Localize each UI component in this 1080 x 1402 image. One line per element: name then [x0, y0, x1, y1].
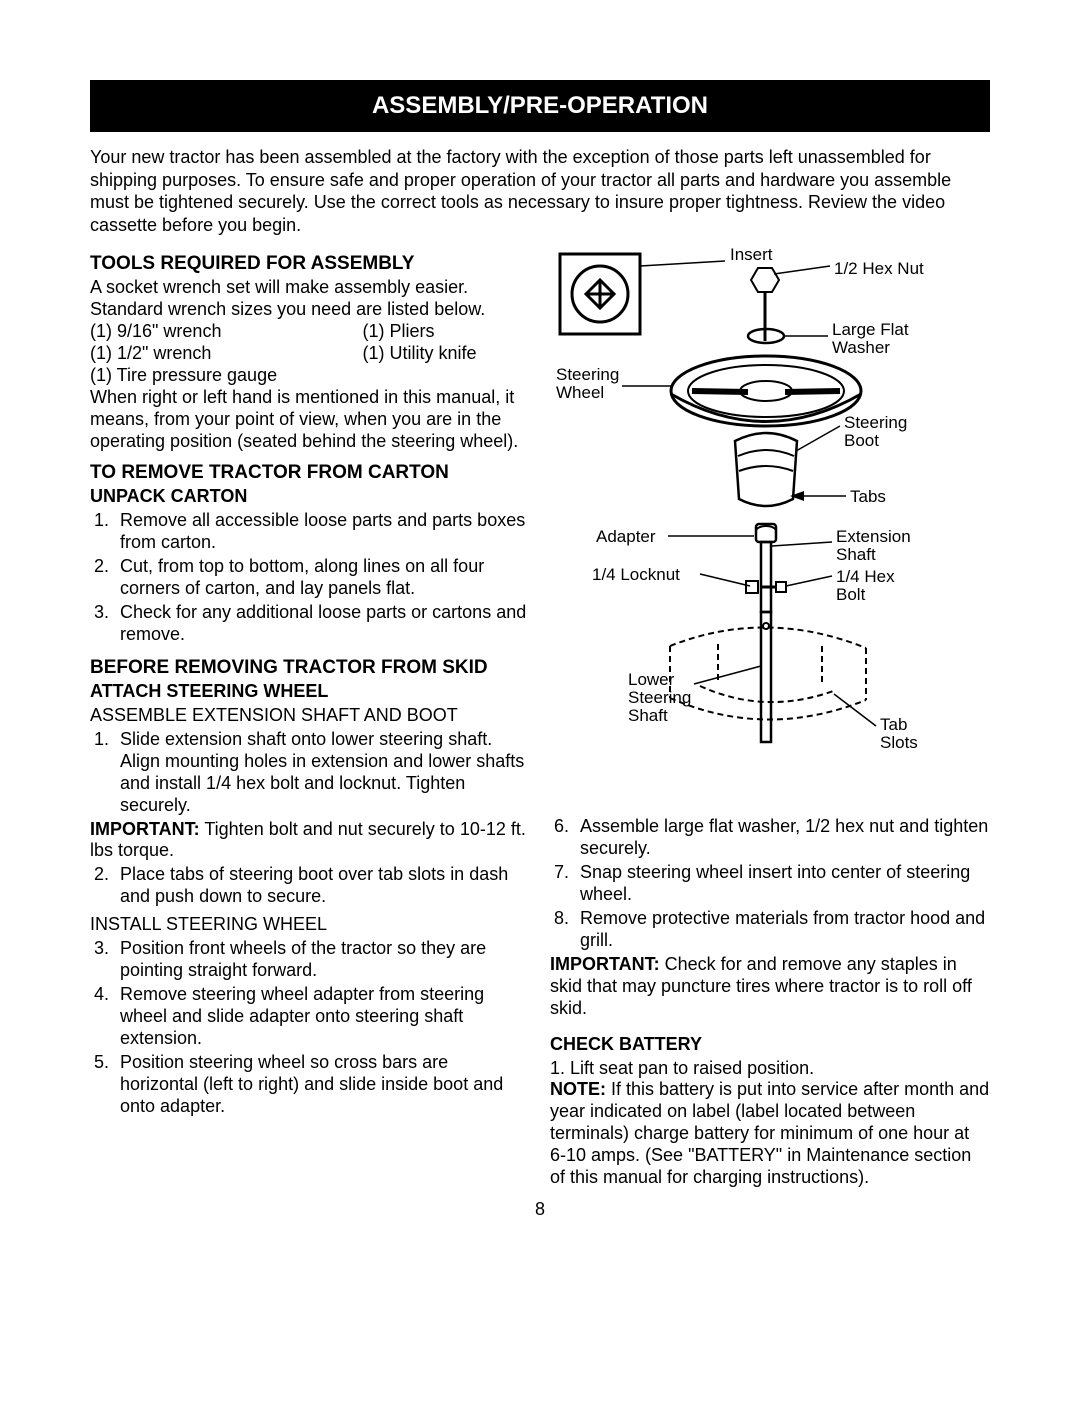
list-item: Snap steering wheel insert into center o… [574, 862, 990, 906]
important-note-1: IMPORTANT: Tighten bolt and nut securely… [90, 819, 530, 863]
diagram-label-lower-shaft: Lower Steering Shaft [628, 671, 691, 725]
page-number: 8 [90, 1199, 990, 1220]
list-item: Remove protective materials from tractor… [574, 908, 990, 952]
ext-steps-1: Slide extension shaft onto lower steerin… [90, 729, 530, 817]
list-item: Remove all accessible loose parts and pa… [114, 510, 530, 554]
ext-steps-2: Place tabs of steering boot over tab slo… [90, 864, 530, 908]
list-item: Cut, from top to bottom, along lines on … [114, 556, 530, 600]
steering-assembly-diagram: Insert 1/2 Hex Nut Large Flat Washer Ste… [550, 246, 990, 806]
note-text: If this battery is put into service afte… [550, 1079, 989, 1187]
diagram-label-steering-boot: Steering Boot [844, 414, 907, 450]
diagram-label-insert: Insert [730, 246, 773, 264]
diagram-label-hex-bolt: 1/4 Hex Bolt [836, 568, 895, 604]
install-steps-cont: Assemble large flat washer, 1/2 hex nut … [550, 816, 990, 952]
diagram-label-adapter: Adapter [596, 528, 656, 546]
install-steps: Position front wheels of the tractor so … [90, 938, 530, 1118]
before-heading: BEFORE REMOVING TRACTOR FROM SKID [90, 656, 530, 679]
important-label: IMPORTANT: [90, 819, 200, 839]
list-item: Remove steering wheel adapter from steer… [114, 984, 530, 1050]
unpack-steps: Remove all accessible loose parts and pa… [90, 510, 530, 646]
hand-note: When right or left hand is mentioned in … [90, 387, 530, 453]
diagram-label-tab-slots: Tab Slots [880, 716, 918, 752]
list-item: Place tabs of steering boot over tab slo… [114, 864, 530, 908]
remove-heading: TO REMOVE TRACTOR FROM CARTON [90, 461, 530, 484]
intro-paragraph: Your new tractor has been assembled at t… [90, 146, 990, 236]
tools-heading: TOOLS REQUIRED FOR ASSEMBLY [90, 252, 530, 275]
tools-intro: A socket wrench set will make assembly e… [90, 277, 530, 321]
tool-item: (1) Pliers [363, 321, 530, 343]
tools-list: (1) 9/16" wrench (1) Pliers (1) 1/2" wre… [90, 321, 530, 387]
check-battery-heading: CHECK BATTERY [550, 1034, 990, 1056]
section-title: ASSEMBLY/PRE-OPERATION [90, 80, 990, 132]
attach-heading: ATTACH STEERING WHEEL [90, 681, 530, 703]
ext-label: ASSEMBLE EXTENSION SHAFT AND BOOT [90, 705, 530, 727]
manual-page: ASSEMBLY/PRE-OPERATION Your new tractor … [0, 0, 1080, 1260]
diagram-label-tabs: Tabs [850, 488, 886, 506]
list-item: Assemble large flat washer, 1/2 hex nut … [574, 816, 990, 860]
important-label: IMPORTANT: [550, 954, 660, 974]
diagram-label-steering-wheel: Steering Wheel [556, 366, 619, 402]
battery-step: 1. Lift seat pan to raised position. [550, 1058, 990, 1080]
diagram-label-washer: Large Flat Washer [832, 321, 909, 357]
unpack-heading: UNPACK CARTON [90, 486, 530, 508]
tool-item: (1) Tire pressure gauge [90, 365, 331, 387]
battery-note: NOTE: If this battery is put into servic… [550, 1079, 990, 1189]
diagram-svg [550, 246, 990, 806]
diagram-label-locknut: 1/4 Locknut [592, 566, 680, 584]
diagram-label-hex-nut: 1/2 Hex Nut [834, 260, 924, 278]
content-columns: TOOLS REQUIRED FOR ASSEMBLY A socket wre… [90, 246, 990, 1189]
list-item: Slide extension shaft onto lower steerin… [114, 729, 530, 817]
tool-item: (1) 9/16" wrench [90, 321, 331, 343]
tool-item: (1) Utility knife [363, 343, 530, 365]
tool-item: (1) 1/2" wrench [90, 343, 331, 365]
important-note-2: IMPORTANT: Check for and remove any stap… [550, 954, 990, 1020]
diagram-label-ext-shaft: Extension Shaft [836, 528, 911, 564]
list-item: Position steering wheel so cross bars ar… [114, 1052, 530, 1118]
list-item: Position front wheels of the tractor so … [114, 938, 530, 982]
install-label: INSTALL STEERING WHEEL [90, 914, 530, 936]
right-column: Insert 1/2 Hex Nut Large Flat Washer Ste… [550, 246, 990, 1189]
list-item: Check for any additional loose parts or … [114, 602, 530, 646]
note-label: NOTE: [550, 1079, 606, 1099]
left-column: TOOLS REQUIRED FOR ASSEMBLY A socket wre… [90, 246, 530, 1189]
